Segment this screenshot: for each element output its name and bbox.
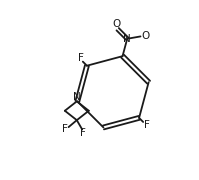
Text: N: N [123,34,131,44]
Text: O: O [113,19,121,29]
Text: F: F [78,53,84,63]
Text: N: N [73,92,81,102]
Text: F: F [144,120,150,130]
Text: F: F [62,124,67,134]
Text: F: F [80,129,86,138]
Text: O: O [141,31,150,41]
